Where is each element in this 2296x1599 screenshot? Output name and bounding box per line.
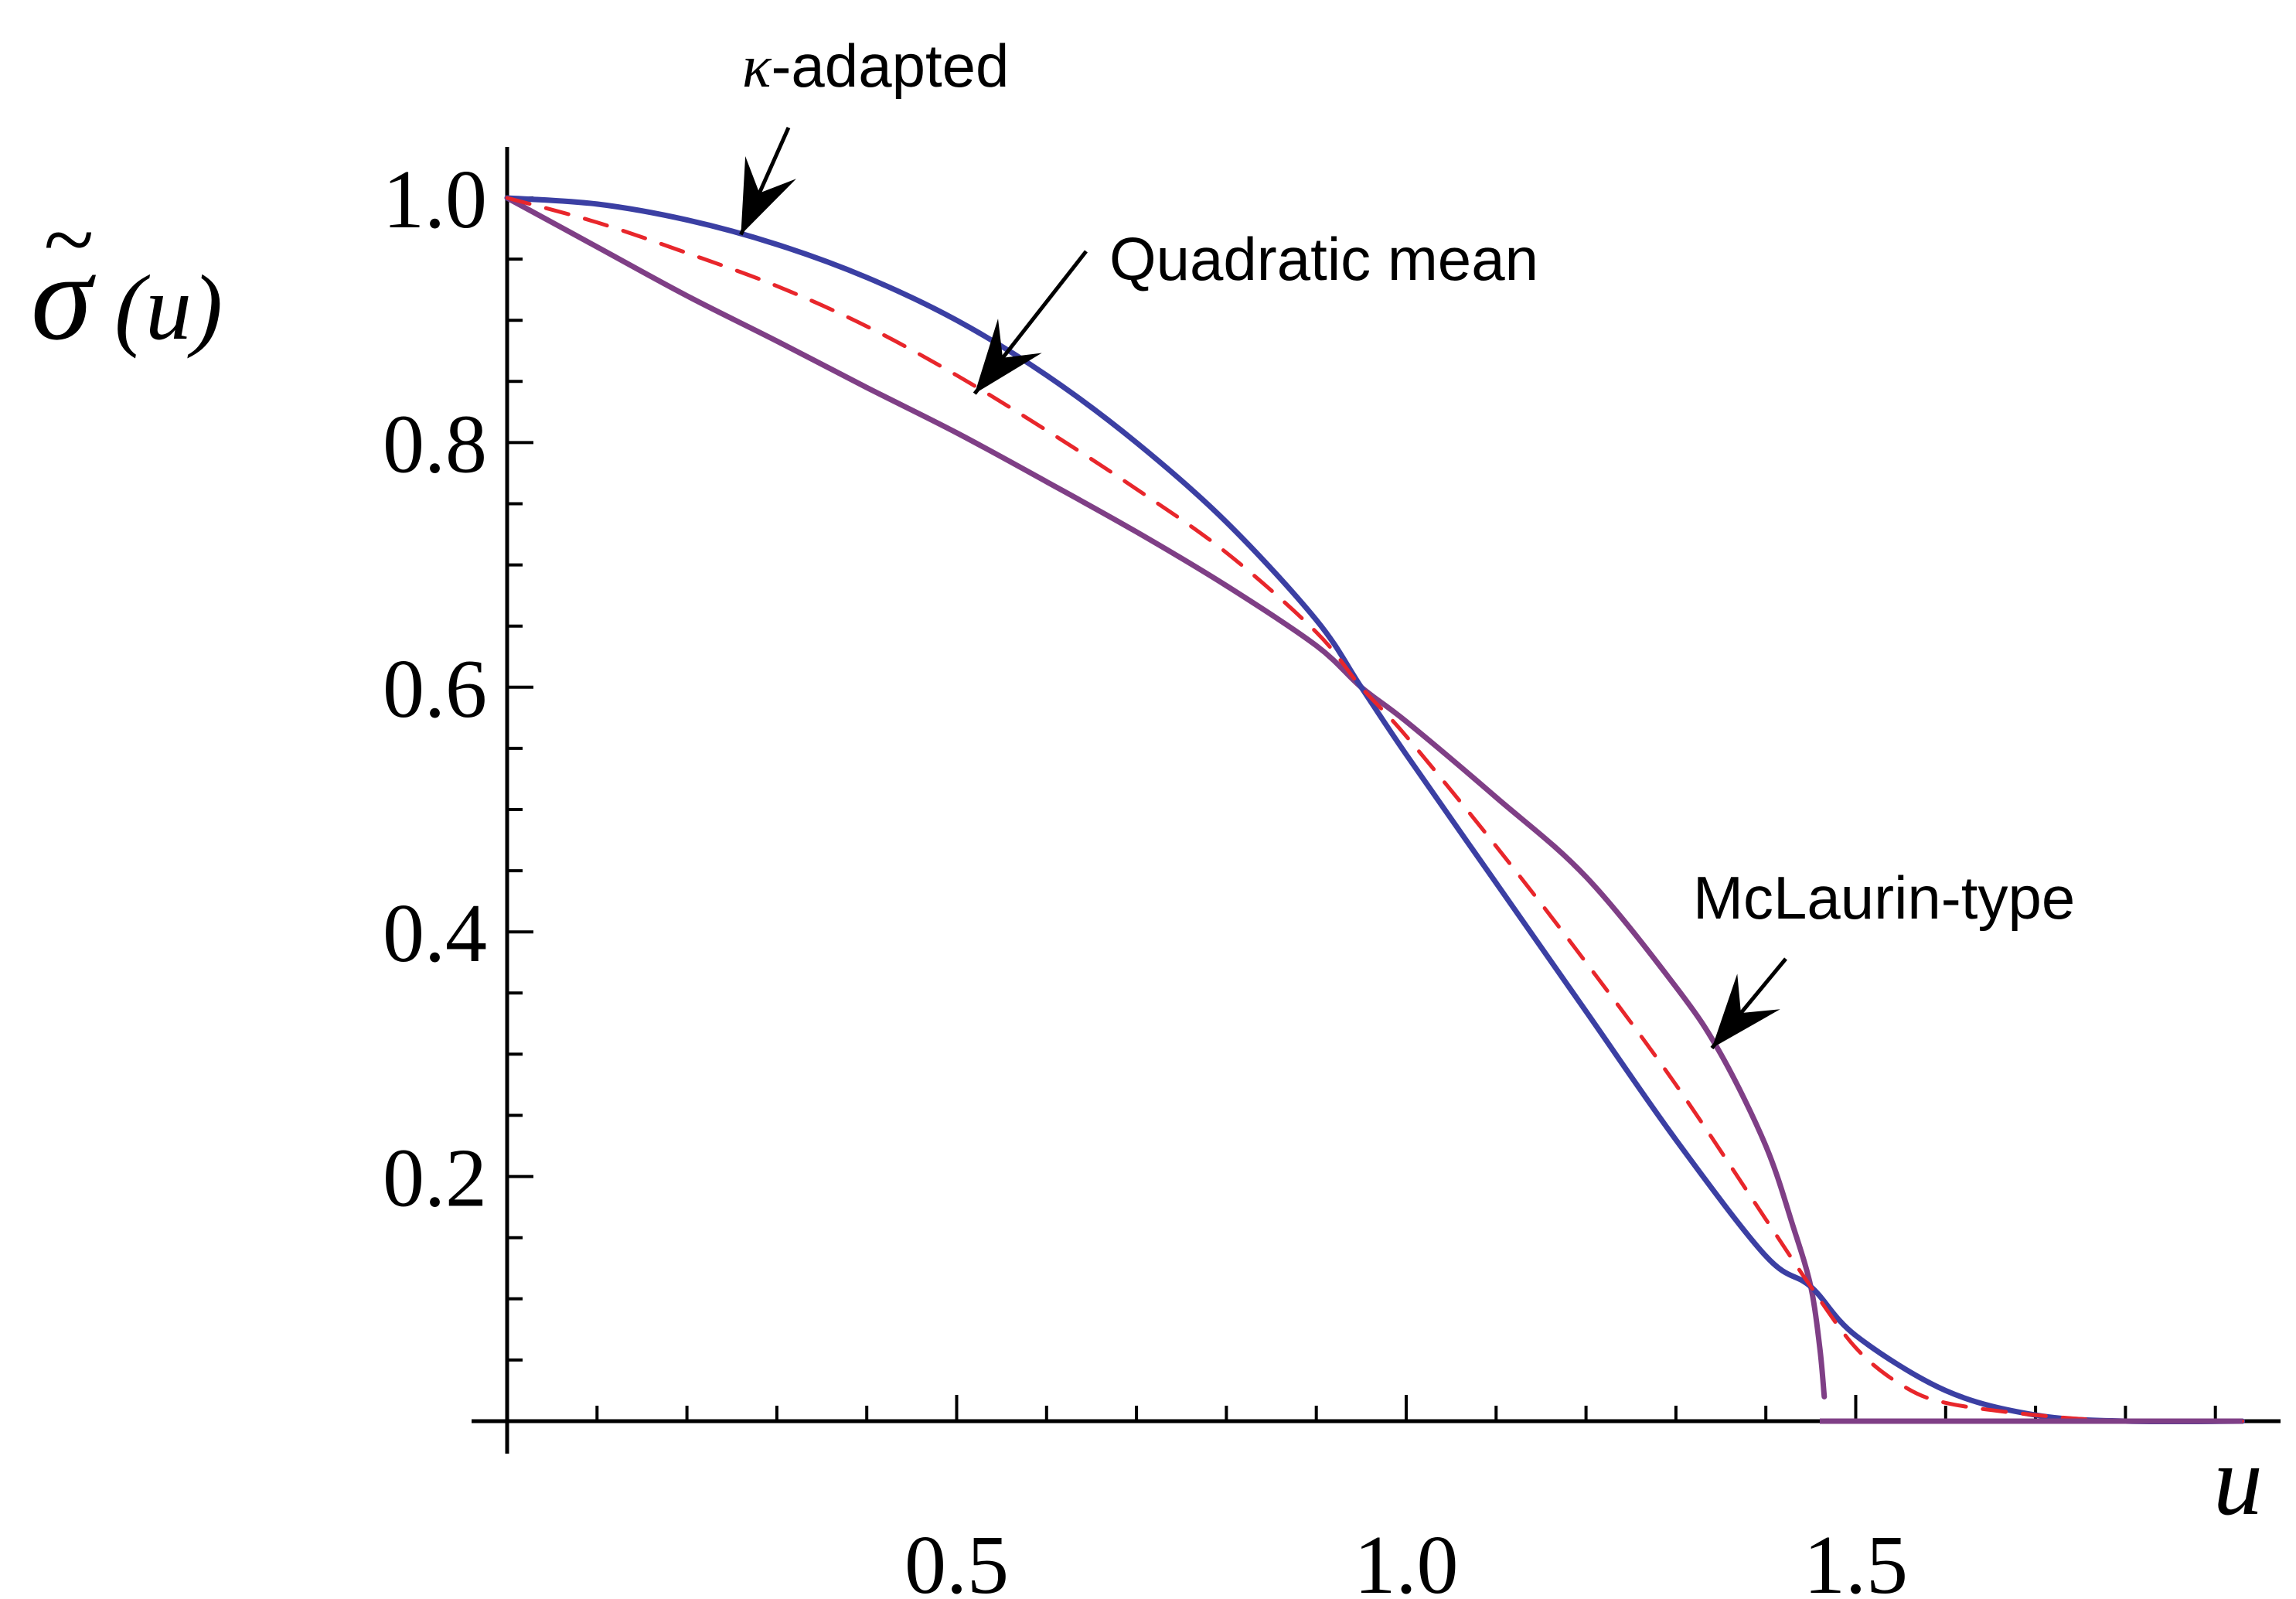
labels-layer: 0.5 1.0 1.5 0.2 0.4 0.6 0.8 1.0 u σ~(u) — [31, 154, 2263, 1599]
y-axis-label-tilde: ~ — [43, 188, 93, 291]
annotation-3: McLaurin-type — [1693, 864, 2075, 1050]
annotation-label-text: -adapted — [771, 32, 1009, 100]
annotation-arrow-head — [974, 319, 1042, 394]
axes — [472, 147, 2281, 1454]
annotation-label-prefix: κ — [742, 32, 772, 100]
y-axis-label-symbol: σ — [31, 228, 96, 366]
y-axis-label-arg: (u) — [114, 256, 223, 359]
series-line-mclaurin-type — [504, 195, 1828, 1400]
series-line-quadratic-mean — [505, 196, 2245, 1424]
annotation-1: κ-adapted — [739, 32, 1009, 236]
y-tick-label: 0.4 — [383, 888, 487, 980]
y-tick-label: 0.2 — [383, 1133, 487, 1225]
series-line-adapted — [504, 195, 2246, 1425]
series-layer — [504, 195, 2246, 1425]
annotation-arrow-head — [741, 156, 796, 235]
annotation-label: κ-adapted — [742, 32, 1009, 100]
y-tick-label: 0.8 — [383, 398, 487, 490]
annotation-2: Quadratic mean — [973, 225, 1538, 395]
x-tick-label: 0.5 — [904, 1519, 1009, 1599]
annotation-label: McLaurin-type — [1693, 864, 2075, 932]
y-tick-label: 0.6 — [383, 643, 487, 735]
y-axis-label: σ~(u) — [31, 188, 223, 366]
x-tick-label: 1.0 — [1354, 1519, 1459, 1599]
annotations-layer: κ-adapted Quadratic mean McLaurin-type — [739, 32, 2075, 1050]
annotation-arrow-head — [1712, 973, 1780, 1048]
x-axis-label: u — [2213, 1426, 2263, 1536]
x-tick-label: 1.5 — [1804, 1519, 1908, 1599]
annotation-label: Quadratic mean — [1109, 225, 1538, 293]
y-tick-label: 1.0 — [383, 154, 487, 246]
